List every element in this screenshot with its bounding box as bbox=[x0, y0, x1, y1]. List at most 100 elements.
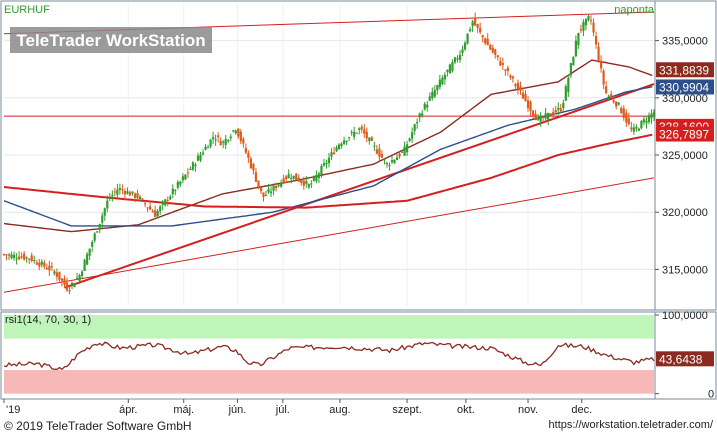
candle-body bbox=[332, 152, 336, 155]
rsi-zone-low bbox=[4, 370, 654, 394]
candle-body bbox=[325, 162, 328, 164]
last-value-box bbox=[656, 79, 714, 95]
candle-body bbox=[650, 113, 653, 119]
ma_mid-line bbox=[3, 86, 653, 227]
candle-body bbox=[232, 130, 235, 132]
candle-body bbox=[269, 191, 273, 194]
candle-body bbox=[632, 127, 635, 132]
candle-body bbox=[307, 184, 310, 188]
candle-body bbox=[164, 199, 167, 206]
candle-body bbox=[151, 211, 154, 213]
candle-body bbox=[400, 151, 404, 153]
x-tick-label: szept. bbox=[392, 404, 421, 416]
candle-body bbox=[458, 54, 462, 60]
candle-body bbox=[587, 15, 590, 21]
candle-body bbox=[385, 162, 389, 165]
candle-body bbox=[519, 86, 522, 91]
candle-body bbox=[194, 164, 197, 167]
candle-body bbox=[360, 126, 363, 130]
price-tick-label: 315,0000 bbox=[662, 264, 708, 276]
candle-body bbox=[496, 55, 499, 58]
footer: © 2019 TeleTrader Software GmbH https://… bbox=[0, 416, 717, 435]
candle-body bbox=[285, 176, 288, 180]
candle-body bbox=[88, 248, 91, 256]
candle-body bbox=[219, 140, 222, 146]
candle-body bbox=[292, 175, 295, 179]
candle-body bbox=[181, 176, 184, 181]
candle-body bbox=[484, 38, 487, 44]
candle-body bbox=[154, 210, 157, 218]
candle-body bbox=[45, 267, 48, 270]
candle-body bbox=[615, 101, 618, 107]
candle-body bbox=[443, 74, 446, 80]
candle-body bbox=[254, 172, 258, 182]
candle-body bbox=[642, 119, 646, 123]
candle-body bbox=[305, 180, 308, 184]
price-tick-label: 325,0000 bbox=[662, 150, 708, 162]
candle-body bbox=[358, 128, 361, 130]
candle-body bbox=[161, 202, 164, 205]
candle-body bbox=[582, 21, 585, 31]
candle-body bbox=[602, 70, 605, 85]
candle-body bbox=[509, 75, 512, 78]
candle-body bbox=[411, 132, 414, 139]
symbol-label: EURHUF bbox=[4, 4, 50, 16]
candle-body bbox=[310, 183, 313, 185]
candle-body bbox=[242, 138, 245, 144]
candle-body bbox=[60, 278, 64, 281]
trendline bbox=[3, 177, 655, 293]
last-value-box bbox=[656, 126, 714, 142]
candle-body bbox=[65, 282, 69, 291]
candle-body bbox=[73, 283, 76, 288]
candle-body bbox=[463, 42, 467, 50]
candle-body bbox=[456, 58, 459, 60]
candle-body bbox=[637, 128, 640, 131]
candle-body bbox=[229, 136, 232, 139]
watermark-text: TeleTrader WorkStation bbox=[16, 31, 205, 50]
footer-url[interactable]: https://workstation.teletrader.com/ bbox=[548, 419, 713, 431]
candle-body bbox=[290, 177, 293, 179]
candle-body bbox=[38, 262, 41, 267]
candle-body bbox=[562, 102, 565, 108]
candle-body bbox=[599, 60, 603, 69]
candle-body bbox=[327, 157, 331, 164]
period-label: naponta bbox=[614, 4, 655, 16]
candle-body bbox=[204, 146, 207, 150]
candle-body bbox=[75, 277, 79, 279]
candle-body bbox=[174, 189, 177, 192]
candle-body bbox=[436, 85, 439, 91]
candle-body bbox=[579, 29, 583, 31]
candle-body bbox=[612, 100, 615, 103]
rsi-line-group bbox=[3, 341, 655, 371]
candle-body bbox=[297, 177, 300, 182]
candle-body bbox=[133, 193, 137, 198]
candle-body bbox=[199, 154, 202, 161]
rsi-zone-high bbox=[4, 315, 654, 339]
candle-body bbox=[282, 178, 285, 183]
rsi-last-value-label: 43,6438 bbox=[659, 352, 703, 366]
rsi-zones bbox=[4, 315, 654, 394]
candle-body bbox=[421, 113, 424, 116]
candle-body bbox=[461, 49, 464, 53]
candle-body bbox=[191, 162, 195, 170]
price-gridlines bbox=[4, 4, 654, 306]
candle-body bbox=[549, 113, 552, 116]
candle-body bbox=[592, 22, 595, 33]
candle-body bbox=[217, 135, 220, 138]
price-tick-label: 335,0000 bbox=[662, 36, 708, 48]
candle-body bbox=[103, 208, 106, 216]
candle-body bbox=[131, 191, 134, 194]
candle-body bbox=[365, 131, 368, 139]
candle-body bbox=[416, 121, 419, 124]
candle-body bbox=[368, 137, 371, 141]
candle-body bbox=[186, 172, 190, 174]
candle-body bbox=[622, 108, 625, 118]
candle-body bbox=[337, 144, 341, 149]
candle-body bbox=[196, 155, 200, 161]
candle-body bbox=[141, 198, 144, 200]
candle-body bbox=[121, 189, 124, 191]
candle-body bbox=[40, 261, 43, 265]
candle-body bbox=[393, 159, 396, 163]
candle-body bbox=[355, 132, 358, 134]
candle-body bbox=[597, 46, 600, 62]
